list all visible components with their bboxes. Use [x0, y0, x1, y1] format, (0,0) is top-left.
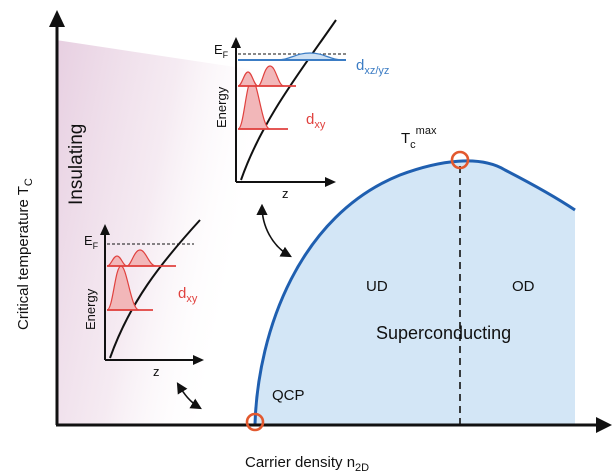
x-axis-label: Carrier density n2D [245, 454, 369, 473]
qcp-marker [245, 412, 265, 432]
overdoped-label: OD [512, 278, 535, 295]
inset-bottom-ef-label: EF [84, 233, 99, 251]
inset-top-ef-label: EF [214, 42, 229, 60]
inset-bottom-energy-label: Energy [83, 288, 98, 330]
underdoped-label: UD [366, 278, 388, 295]
inset-top-x-arrow-icon [325, 177, 336, 187]
inset-top-y-arrow-icon [231, 37, 241, 48]
bottom-inset-link-arrow [176, 382, 202, 410]
superconducting-dome [255, 160, 575, 424]
x-axis-arrow-icon [596, 417, 612, 433]
inset-top-dxy-label: dxy [306, 111, 326, 131]
inset-bottom-y-arrow-icon [100, 224, 110, 235]
inset-bottom-dxy-label: dxy [178, 285, 198, 305]
inset-top-energy-label: Energy [214, 86, 229, 128]
inset-bottom-x-arrow-icon [193, 355, 204, 365]
inset-top-potential [240, 19, 337, 181]
insulating-label: Insulating [66, 124, 87, 205]
tcmax-label: Tcmax [401, 125, 437, 151]
inset-top: EF Energy z dxz/yz dxy [214, 19, 389, 201]
y-axis-label: Critical temperature TC [15, 178, 35, 330]
inset-bottom-potential [109, 219, 201, 359]
dome-boundary [253, 159, 576, 425]
top-inset-link-arrow [256, 203, 292, 258]
inset-bottom: EF Energy z dxy [83, 219, 204, 379]
tcmax-marker [450, 150, 470, 170]
superconducting-label: Superconducting [376, 323, 511, 343]
qcp-label: QCP [272, 387, 305, 404]
inset-bottom-z-label: z [153, 364, 160, 379]
inset-top-dxz-label: dxz/yz [356, 57, 389, 77]
inset-top-z-label: z [282, 186, 289, 201]
y-axis-arrow-icon [49, 10, 65, 27]
